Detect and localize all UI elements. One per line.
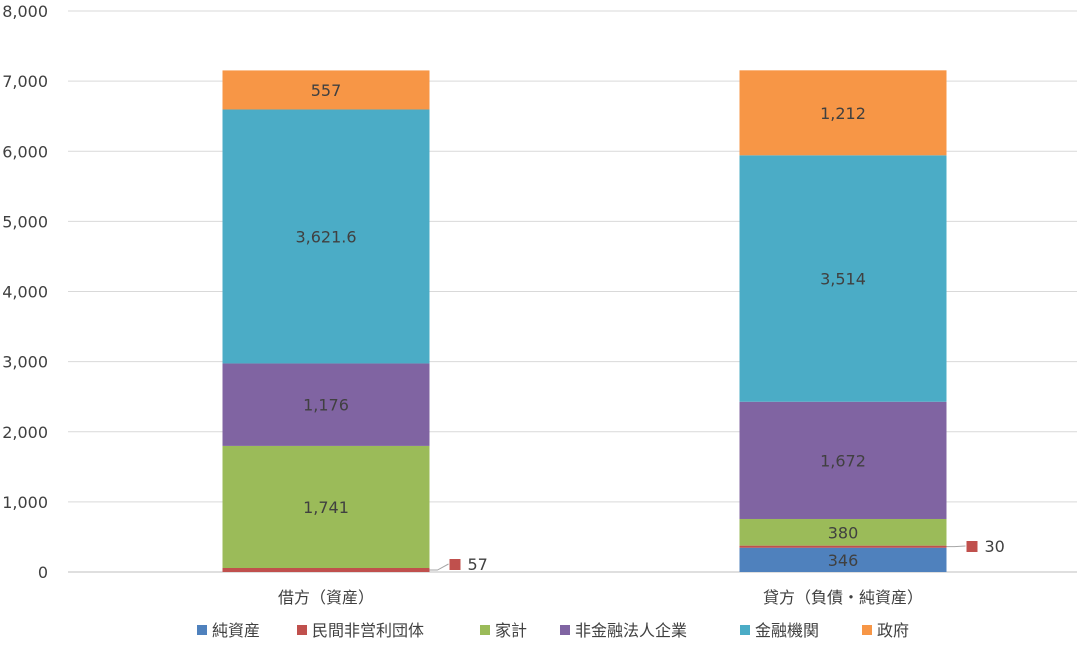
legend-label: 民間非営利団体: [312, 621, 424, 640]
legend-label: 政府: [877, 621, 909, 640]
y-tick-label: 8,000: [2, 2, 48, 21]
data-label: 1,212: [820, 104, 866, 123]
x-category-label: 貸方（負債・純資産）: [763, 588, 923, 607]
legend-marker: [197, 625, 207, 635]
bar-segment: [739, 70, 947, 156]
bar-segment: [739, 401, 947, 519]
legend-label: 純資産: [212, 621, 260, 640]
legend-marker: [560, 625, 570, 635]
callout-leader-line: [946, 545, 966, 548]
legend-label: 非金融法人企業: [575, 621, 687, 640]
bar-segment: [739, 155, 947, 402]
legend-label: 金融機関: [755, 621, 819, 640]
callout-marker: [449, 559, 461, 570]
bar-segment: [222, 445, 430, 569]
y-tick-label: 4,000: [2, 283, 48, 302]
legend-marker: [862, 625, 872, 635]
y-tick-label: 0: [38, 563, 48, 582]
data-label: 57: [468, 555, 488, 574]
bar-segment: [222, 109, 430, 364]
bar-segment: [222, 363, 430, 446]
callout-marker: [966, 541, 978, 552]
bar-segment: [222, 568, 430, 572]
y-tick-label: 6,000: [2, 142, 48, 161]
callout-leader-line: [429, 563, 449, 571]
legend-label: 家計: [495, 621, 527, 640]
y-tick-label: 3,000: [2, 353, 48, 372]
data-label: 1,672: [820, 451, 866, 470]
bar-segment: [222, 70, 430, 110]
legend-marker: [480, 625, 490, 635]
bar-segment: [739, 518, 947, 546]
bar-segment: [739, 545, 947, 548]
legend-marker: [740, 625, 750, 635]
x-category-label: 借方（資産）: [278, 588, 374, 607]
data-label: 30: [985, 537, 1005, 556]
data-label: 1,176: [303, 396, 349, 415]
data-label: 3,514: [820, 270, 866, 289]
y-tick-label: 1,000: [2, 493, 48, 512]
data-label: 557: [311, 81, 342, 100]
y-tick-label: 7,000: [2, 72, 48, 91]
data-label: 380: [828, 523, 859, 542]
bar-segment: [739, 547, 947, 572]
data-label: 346: [828, 551, 859, 570]
y-tick-label: 5,000: [2, 212, 48, 231]
data-label: 1,741: [303, 498, 349, 517]
data-label: 3,621.6: [295, 227, 356, 246]
y-tick-label: 2,000: [2, 423, 48, 442]
legend-marker: [297, 625, 307, 635]
